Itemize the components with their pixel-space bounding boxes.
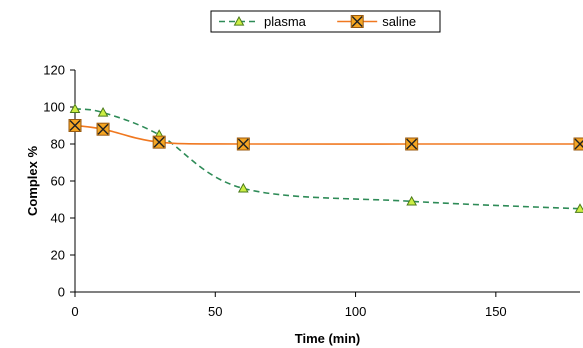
marker-box: [573, 137, 583, 151]
data-point-saline: [68, 119, 82, 132]
y-tick-label: 100: [43, 100, 65, 115]
y-tick-label: 0: [58, 285, 65, 300]
marker-cross: [574, 140, 583, 150]
x-tick-label: 100: [345, 304, 367, 319]
series-plasma: [69, 103, 583, 213]
marker-cross: [97, 123, 109, 135]
axes: 0 20 40 60 80 100 120 0 50 100 150: [43, 63, 580, 319]
series-line-saline: [74, 124, 580, 145]
legend-box: [210, 10, 441, 33]
data-point-saline: [573, 137, 583, 151]
legend-label: plasma: [264, 14, 307, 29]
marker-cross: [237, 138, 249, 150]
marker-cross: [351, 16, 363, 27]
legend-item-saline: saline: [337, 14, 416, 29]
data-point-saline: [405, 137, 419, 151]
legend-marker: [350, 15, 364, 28]
marker-cross: [406, 138, 418, 150]
x-axis-title: Time (min): [295, 331, 361, 346]
series-layer: [68, 103, 583, 213]
data-point-saline: [152, 135, 166, 149]
data-point-plasma: [237, 182, 249, 193]
marker-cross: [69, 120, 81, 131]
y-tick-label: 80: [51, 137, 65, 152]
data-point-saline: [96, 122, 110, 136]
legend: plasma saline: [210, 10, 441, 33]
legend-label: saline: [382, 14, 416, 29]
y-tick-label: 120: [43, 63, 65, 78]
marker-cross: [153, 136, 165, 148]
data-point-plasma: [69, 103, 81, 113]
x-tick-label: 50: [208, 304, 222, 319]
x-tick-label: 150: [485, 304, 507, 319]
y-tick-label: 60: [51, 174, 65, 189]
legend-marker: [233, 15, 245, 26]
series-saline: [68, 119, 583, 151]
data-point-plasma: [97, 107, 109, 117]
y-tick-label: 40: [51, 211, 65, 226]
legend-item-plasma: plasma: [219, 14, 307, 29]
x-tick-label: 0: [71, 304, 78, 319]
y-axis-title: Complex %: [25, 146, 40, 217]
data-point-plasma: [574, 203, 583, 213]
series-line-plasma: [74, 108, 581, 210]
y-tick-label: 20: [51, 248, 65, 263]
data-point-plasma: [406, 195, 418, 206]
data-point-saline: [236, 137, 250, 151]
